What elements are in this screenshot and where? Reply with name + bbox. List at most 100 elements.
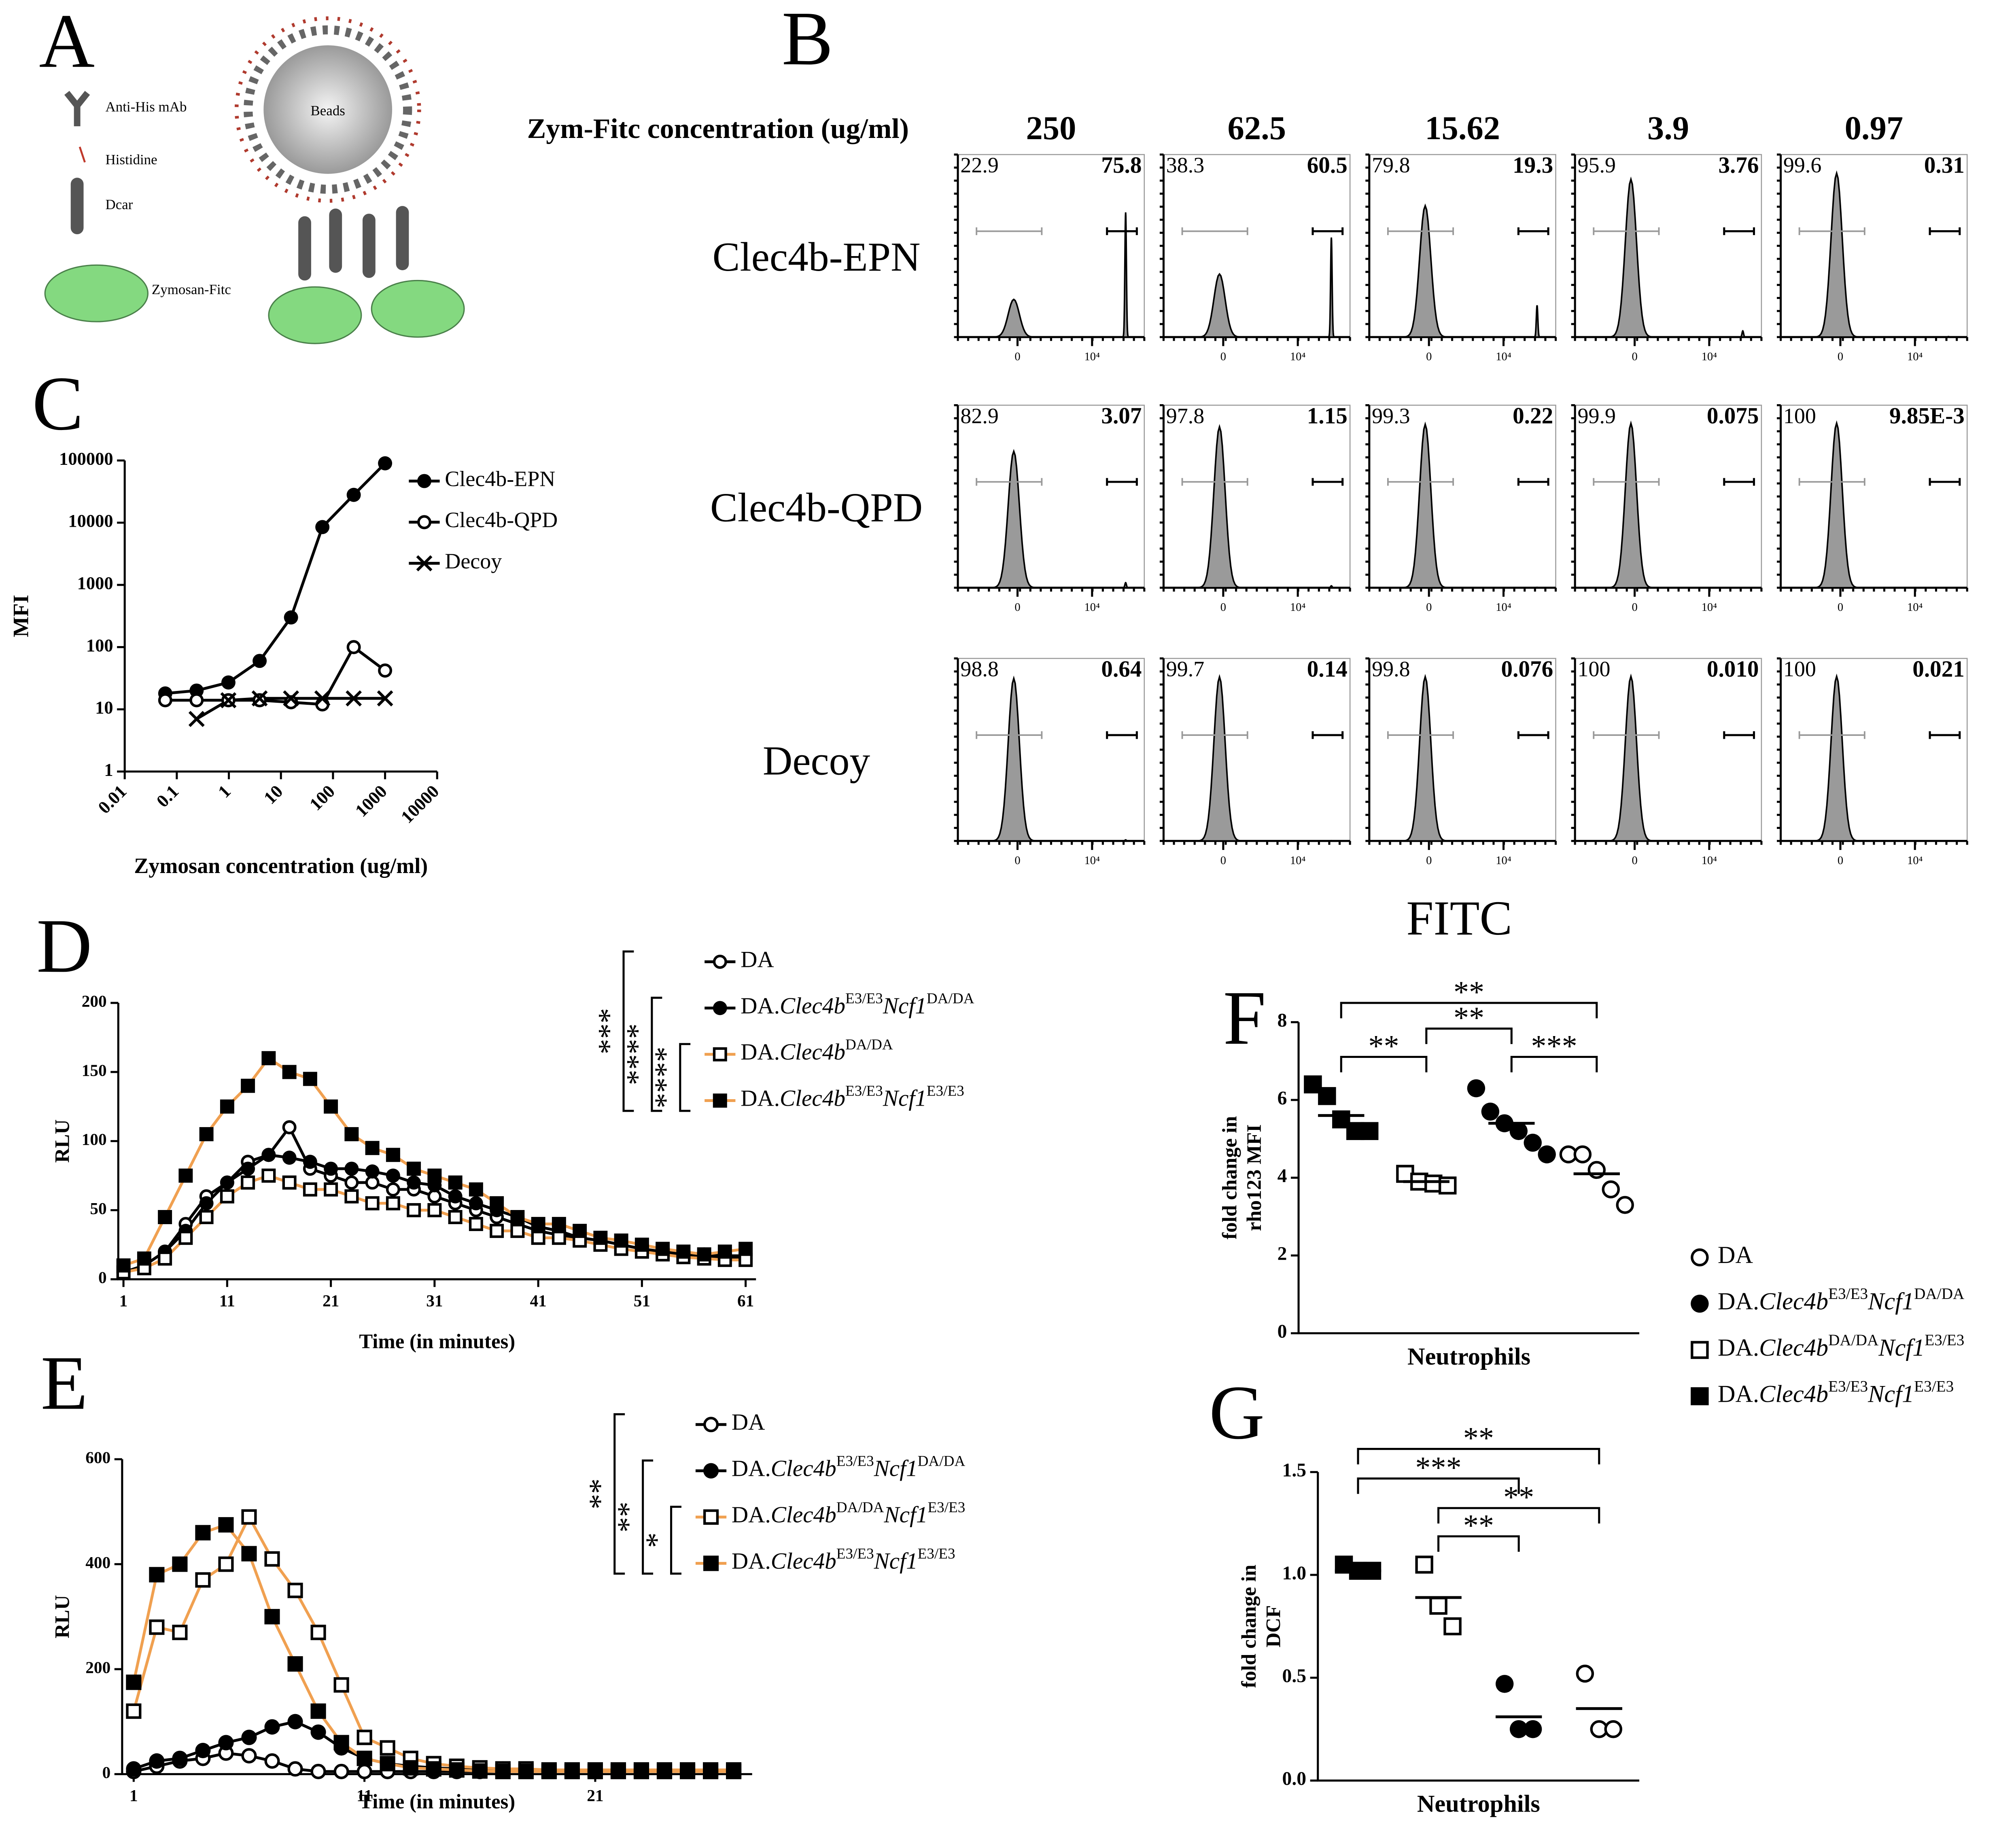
column-header: 0.97	[1845, 109, 1904, 146]
marker	[287, 1714, 303, 1729]
x-tick-label: 0	[1838, 854, 1843, 867]
gate	[976, 731, 1043, 739]
gate-percent: 0.14	[1307, 656, 1348, 682]
x-tick-label: 1	[129, 1786, 138, 1805]
marker	[1538, 1145, 1556, 1163]
legend-label-part: DA.	[741, 993, 780, 1019]
y-axis-label: DCF	[1262, 1605, 1285, 1647]
legend-label: DA	[741, 947, 774, 973]
gate	[1798, 227, 1865, 235]
histogram-peak	[991, 298, 1036, 338]
histogram-frame	[1574, 154, 1762, 338]
histogram-frame	[1369, 405, 1556, 589]
marker	[253, 654, 267, 668]
x-tick-label: 10⁴	[1290, 601, 1306, 614]
marker	[282, 1151, 297, 1165]
legend-label-part: E3/E3	[1828, 1377, 1868, 1395]
column-header: 250	[1026, 109, 1076, 146]
marker	[738, 1242, 753, 1256]
dcar-rod	[396, 206, 409, 270]
marker	[264, 1753, 280, 1769]
marker	[333, 1677, 349, 1693]
significance-bracket	[642, 1459, 654, 1575]
legend-label-part: Clec4b	[771, 1502, 836, 1528]
histogram-peak	[1122, 581, 1129, 589]
x-tick-label: 11	[357, 1786, 372, 1805]
legend-label-part: DA.	[741, 1086, 780, 1111]
marker	[417, 474, 431, 488]
marker	[261, 1148, 276, 1162]
gate	[1723, 478, 1755, 486]
histogram-peak	[1196, 273, 1242, 338]
significance-bracket	[1357, 1477, 1520, 1494]
marker	[541, 1763, 557, 1780]
gate-percent: 82.9	[960, 404, 998, 428]
histogram-peak	[1813, 170, 1859, 338]
legend-label-part: E3/E3	[845, 1083, 883, 1100]
marker	[303, 1155, 317, 1169]
marker	[448, 1175, 463, 1190]
chart-title: Zym-Fitc concentration (ug/ml)	[527, 113, 909, 144]
marker	[573, 1224, 587, 1238]
marker	[241, 1079, 255, 1093]
axis	[1574, 405, 1761, 589]
x-tick-label: 41	[530, 1291, 546, 1310]
marker	[287, 1583, 303, 1598]
marker	[1438, 1176, 1457, 1195]
marker	[1318, 1087, 1336, 1105]
marker	[218, 1735, 234, 1750]
marker	[552, 1217, 566, 1231]
gate	[1106, 478, 1138, 486]
marker	[469, 1182, 483, 1197]
y-tick-label: 0	[1278, 1321, 1287, 1342]
legend-label-part: Clec4b	[1759, 1380, 1828, 1407]
marker	[676, 1244, 691, 1259]
marker	[635, 1238, 649, 1252]
x-tick-label: 0.01	[94, 781, 130, 818]
x-tick-label: 10⁴	[1084, 601, 1100, 614]
marker	[1573, 1145, 1592, 1163]
marker	[282, 1120, 297, 1134]
legend-label-part: DA/DA	[1914, 1285, 1965, 1302]
significance-bracket	[670, 1506, 681, 1575]
panel-letter: A	[39, 0, 95, 84]
histogram-peak	[991, 675, 1036, 842]
dcar-rod	[362, 214, 376, 278]
legend-label-part: Clec4b	[771, 1456, 836, 1481]
marker	[1576, 1664, 1594, 1683]
x-tick-label: 10⁴	[1907, 351, 1923, 363]
gate-percent: 0.010	[1707, 656, 1759, 682]
marker	[1429, 1596, 1447, 1615]
marker	[220, 1189, 234, 1204]
marker	[1509, 1122, 1528, 1140]
marker	[448, 1210, 463, 1224]
marker	[218, 1556, 234, 1572]
marker	[469, 1217, 483, 1231]
histogram-peak	[1402, 421, 1448, 589]
marker	[386, 1168, 400, 1183]
histogram-frame	[1780, 154, 1968, 338]
diagram: Anti-His mAb Histidine Dcar Zymosan-Fitc…	[44, 16, 465, 344]
significance-bracket	[1437, 1535, 1520, 1552]
significance-bracket	[1437, 1507, 1600, 1524]
legend-label: DA.Clec4bDA/DANcf1E3/E3	[732, 1499, 965, 1528]
marker	[251, 690, 268, 707]
x-axis-label: Time (in minutes)	[359, 1330, 515, 1353]
diagram-label: Zymosan-Fitc	[152, 282, 231, 297]
significance-label: **	[611, 1502, 645, 1532]
marker	[510, 1224, 525, 1238]
marker	[726, 1763, 742, 1780]
legend-label-part: E3/E3	[836, 1453, 874, 1470]
significance-label: **	[1463, 1509, 1494, 1543]
marker	[416, 555, 433, 572]
column-header: 15.62	[1425, 109, 1500, 146]
gate	[1311, 478, 1344, 486]
y-tick-label: 1	[104, 759, 113, 780]
y-tick-label: 10	[95, 697, 113, 718]
gate	[1517, 478, 1549, 486]
gate-percent: 9.85E-3	[1889, 403, 1965, 429]
gate-percent: 0.076	[1501, 656, 1553, 682]
gate	[1593, 731, 1660, 739]
marker	[310, 1763, 326, 1780]
x-tick-label: 21	[323, 1291, 339, 1310]
